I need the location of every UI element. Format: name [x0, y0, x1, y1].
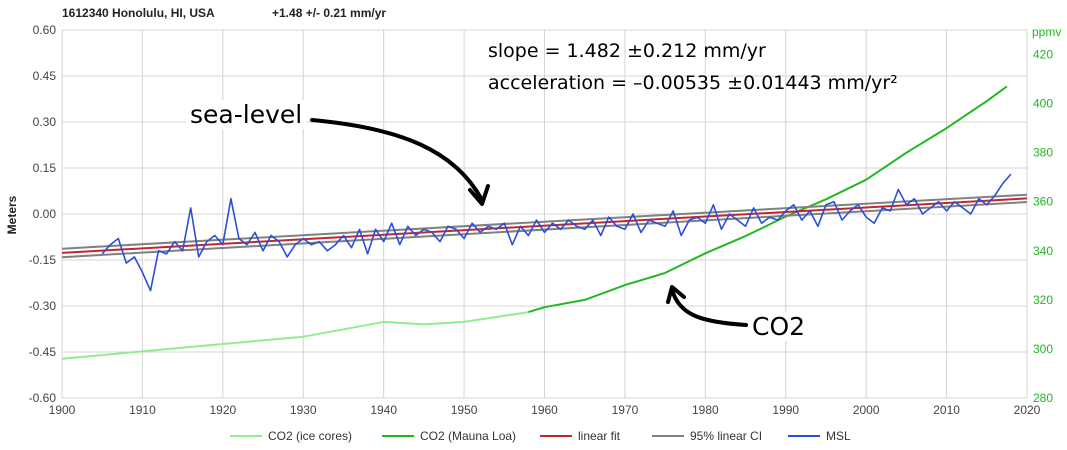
sea-level-callout: sea-level — [186, 100, 307, 129]
legend-label: CO2 (ice cores) — [268, 429, 353, 443]
y2-tick-label: 420 — [1033, 48, 1053, 62]
legend-label: CO2 (Mauna Loa) — [420, 429, 517, 443]
x-tick-label: 1950 — [451, 403, 478, 417]
annotation-arrows — [310, 118, 748, 327]
ci-upper-line — [61, 193, 1028, 250]
y-tick-label: -0.45 — [29, 345, 57, 359]
y-tick-label: 0.00 — [33, 207, 57, 221]
legend-item-co2-ice[interactable]: CO2 (ice cores) — [230, 428, 352, 444]
axes: 1900 1910 1920 1930 1940 1950 1960 1970 1980 1990… — [29, 23, 1054, 417]
msl-line — [101, 173, 1012, 292]
legend-item-co2-mauna-loa[interactable]: CO2 (Mauna Loa) — [382, 428, 516, 444]
legend-swatch — [788, 435, 820, 437]
y2-tick-label: 300 — [1033, 342, 1053, 356]
ci-lower-line — [61, 201, 1028, 259]
legend-label: MSL — [826, 429, 851, 443]
y-tick-label: 0.15 — [33, 161, 57, 175]
x-tick-label: 2000 — [853, 403, 880, 417]
legend-item-msl[interactable]: MSL — [788, 428, 851, 444]
y2-tick-label: 400 — [1033, 97, 1053, 111]
legend: CO2 (ice cores) CO2 (Mauna Loa) linear f… — [0, 428, 1067, 446]
legend-swatch — [540, 435, 572, 437]
legend-swatch — [652, 435, 684, 437]
x-tick-label: 1920 — [209, 403, 236, 417]
y-tick-label: 0.60 — [33, 23, 57, 37]
sea-level-arrow — [310, 118, 484, 202]
co2-arrow — [670, 288, 748, 327]
sea-level-arrowhead — [468, 184, 490, 206]
y-tick-label: -0.15 — [29, 253, 57, 267]
acceleration-annotation: acceleration = –0.00535 ±0.01443 mm/yr² — [488, 72, 898, 94]
y-tick-label: -0.60 — [29, 391, 57, 405]
x-tick-label: 1970 — [612, 403, 639, 417]
co2-callout: CO2 — [748, 312, 810, 341]
y-tick-label: 0.45 — [33, 69, 57, 83]
y-tick-label: 0.30 — [33, 115, 57, 129]
x-tick-label: 2010 — [933, 403, 960, 417]
y-axis-label: Meters — [5, 195, 19, 234]
x-tick-label: 1960 — [531, 403, 558, 417]
trend-value: +1.48 +/- 0.21 mm/yr — [272, 6, 387, 20]
slope-annotation: slope = 1.482 ±0.212 mm/yr — [488, 40, 766, 62]
y-tick-label: -0.30 — [29, 299, 57, 313]
x-tick-label: 1940 — [370, 403, 397, 417]
x-tick-label: 1990 — [772, 403, 799, 417]
x-tick-label: 2020 — [1014, 403, 1041, 417]
legend-item-linear-fit[interactable]: linear fit — [540, 428, 620, 444]
co2-ice-cores-line — [61, 311, 529, 360]
x-tick-label: 1910 — [129, 403, 156, 417]
x-tick-label: 1980 — [692, 403, 719, 417]
y2-tick-label: 320 — [1033, 293, 1053, 307]
station-title: 1612340 Honolulu, HI, USA — [62, 6, 215, 20]
co2-arrowhead — [666, 285, 686, 304]
legend-swatch — [382, 435, 414, 437]
y2-tick-label: 380 — [1033, 146, 1053, 160]
co2-mauna-loa-line — [528, 85, 1008, 314]
y2-tick-label: 360 — [1033, 195, 1053, 209]
x-tick-label: 1900 — [49, 403, 76, 417]
legend-label: 95% linear CI — [690, 429, 763, 443]
y2-tick-label: 340 — [1033, 244, 1053, 258]
series-layer — [61, 85, 1028, 360]
y2-axis-label: ppmv — [1032, 25, 1061, 39]
legend-label: linear fit — [578, 429, 621, 443]
x-tick-label: 1930 — [290, 403, 317, 417]
y2-tick-label: 280 — [1033, 391, 1053, 405]
legend-item-ci[interactable]: 95% linear CI — [652, 428, 762, 444]
legend-swatch — [230, 435, 262, 437]
grid — [61, 29, 1028, 399]
